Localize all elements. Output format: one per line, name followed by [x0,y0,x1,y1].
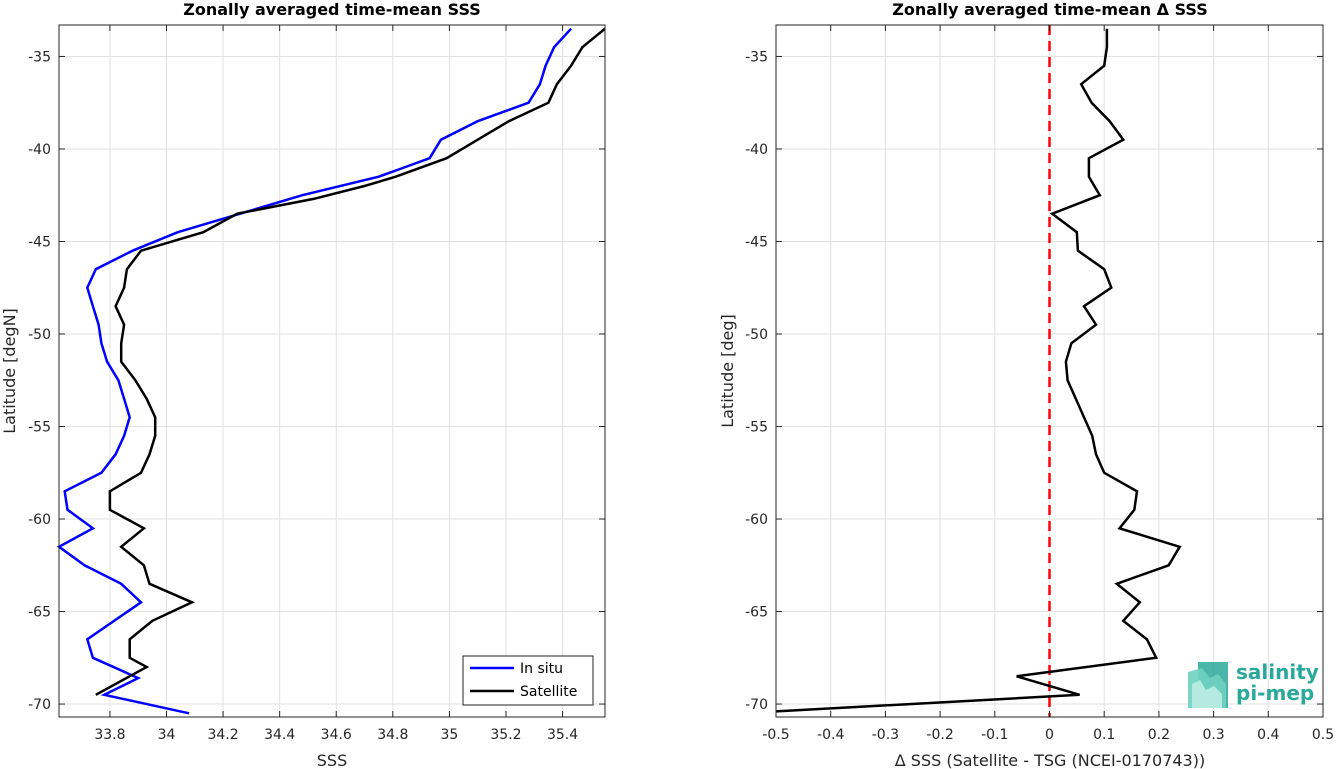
left-y-ticks: -35 -40 -45 -50 -55 -60 -65 -70 [28,49,605,713]
right-series-group [775,25,1182,717]
left-series-line-satellite [95,27,606,696]
left-y-tick-label: -50 [28,327,51,343]
right-chart-title: Zonally averaged time-mean Δ SSS [892,0,1208,19]
right-y-tick-label: -65 [745,605,768,621]
right-y-tick-label: -35 [745,49,768,65]
right-x-tick-label: -0.2 [926,727,953,743]
right-x-tick-label: 0.2 [1148,727,1170,743]
right-x-tick-label: 0.4 [1257,727,1279,743]
right-y-axis-label: Latitude [deg] [718,314,737,428]
left-y-tick-label: -40 [28,142,51,158]
right-y-tick-label: -50 [745,327,768,343]
legend-label-satellite: Satellite [520,684,577,700]
right-y-ticks: -35 -40 -45 -50 -55 -60 -65 -70 [745,49,1323,713]
left-x-tick-label: 34.8 [377,727,408,743]
salinity-pi-mep-logo: salinity pi-mep [1188,660,1319,708]
left-x-tick-label: 34.6 [321,727,352,743]
right-x-axis-label: Δ SSS (Satellite - TSG (NCEI-0170743)) [895,751,1205,769]
right-x-tick-label: 0.5 [1312,727,1334,743]
logo-mark-icon [1188,662,1228,708]
left-y-tick-label: -45 [28,234,51,250]
right-x-ticks: -0.5 -0.4 -0.3 -0.2 -0.1 0 0.1 0.2 0.3 0.4 0.5 [762,25,1334,743]
left-chart-panel: 33.8 34 34.2 34.4 34.6 34.8 35 35.2 35.4 -35-40-… [0,0,606,769]
left-series-group [56,27,606,715]
right-x-tick-label: -0.4 [817,727,844,743]
left-y-tick-label: -65 [28,605,51,621]
right-y-tick-label: -45 [745,234,768,250]
left-series-line-in-situ [56,27,573,715]
right-y-tick-label: -70 [745,697,768,713]
right-y-tick-label: -40 [745,142,768,158]
legend-box [462,655,594,706]
right-y-tick-label: -60 [745,512,768,528]
left-gridlines [59,25,605,717]
left-x-tick-label: 34.2 [207,727,238,743]
left-y-tick-label: -60 [28,512,51,528]
left-y-tick-label: -55 [28,420,51,436]
left-x-ticks: 33.8 34 34.2 34.4 34.6 34.8 35 35.2 35.4 [94,25,578,743]
right-chart-panel: -0.5 -0.4 -0.3 -0.2 -0.1 0 0.1 0.2 0.3 0.4 0.5 -35… [718,0,1334,769]
left-x-tick-label: 35.2 [490,727,521,743]
left-plot-frame [58,24,606,718]
right-gridlines [775,25,1324,717]
right-x-tick-label: -0.3 [872,727,899,743]
right-x-tick-label: 0 [1045,727,1054,743]
right-x-tick-label: -0.5 [762,727,789,743]
left-x-tick-label: 34 [158,727,176,743]
left-x-axis-label: SSS [317,751,347,769]
left-x-tick-label: 35.4 [547,727,578,743]
right-x-tick-label: 0.3 [1202,727,1224,743]
legend: In situ Satellite [462,655,594,706]
left-x-tick-label: 35 [440,727,458,743]
left-chart-title: Zonally averaged time-mean SSS [183,0,481,19]
right-x-tick-label: -0.1 [981,727,1008,743]
left-y-axis-label: Latitude [degN] [0,308,19,434]
right-series-line-delta-sss [775,28,1182,713]
legend-label-in-situ: In situ [520,661,563,677]
left-y-tick-label: -70 [28,697,51,713]
logo-text-pi-mep: pi-mep [1236,681,1314,705]
left-x-tick-label: 34.4 [264,727,295,743]
left-x-tick-label: 33.8 [94,727,125,743]
logo-text-salinity: salinity [1236,660,1319,684]
right-y-tick-label: -55 [745,420,768,436]
right-x-tick-label: 0.1 [1093,727,1115,743]
left-y-tick-label: -35 [28,49,51,65]
